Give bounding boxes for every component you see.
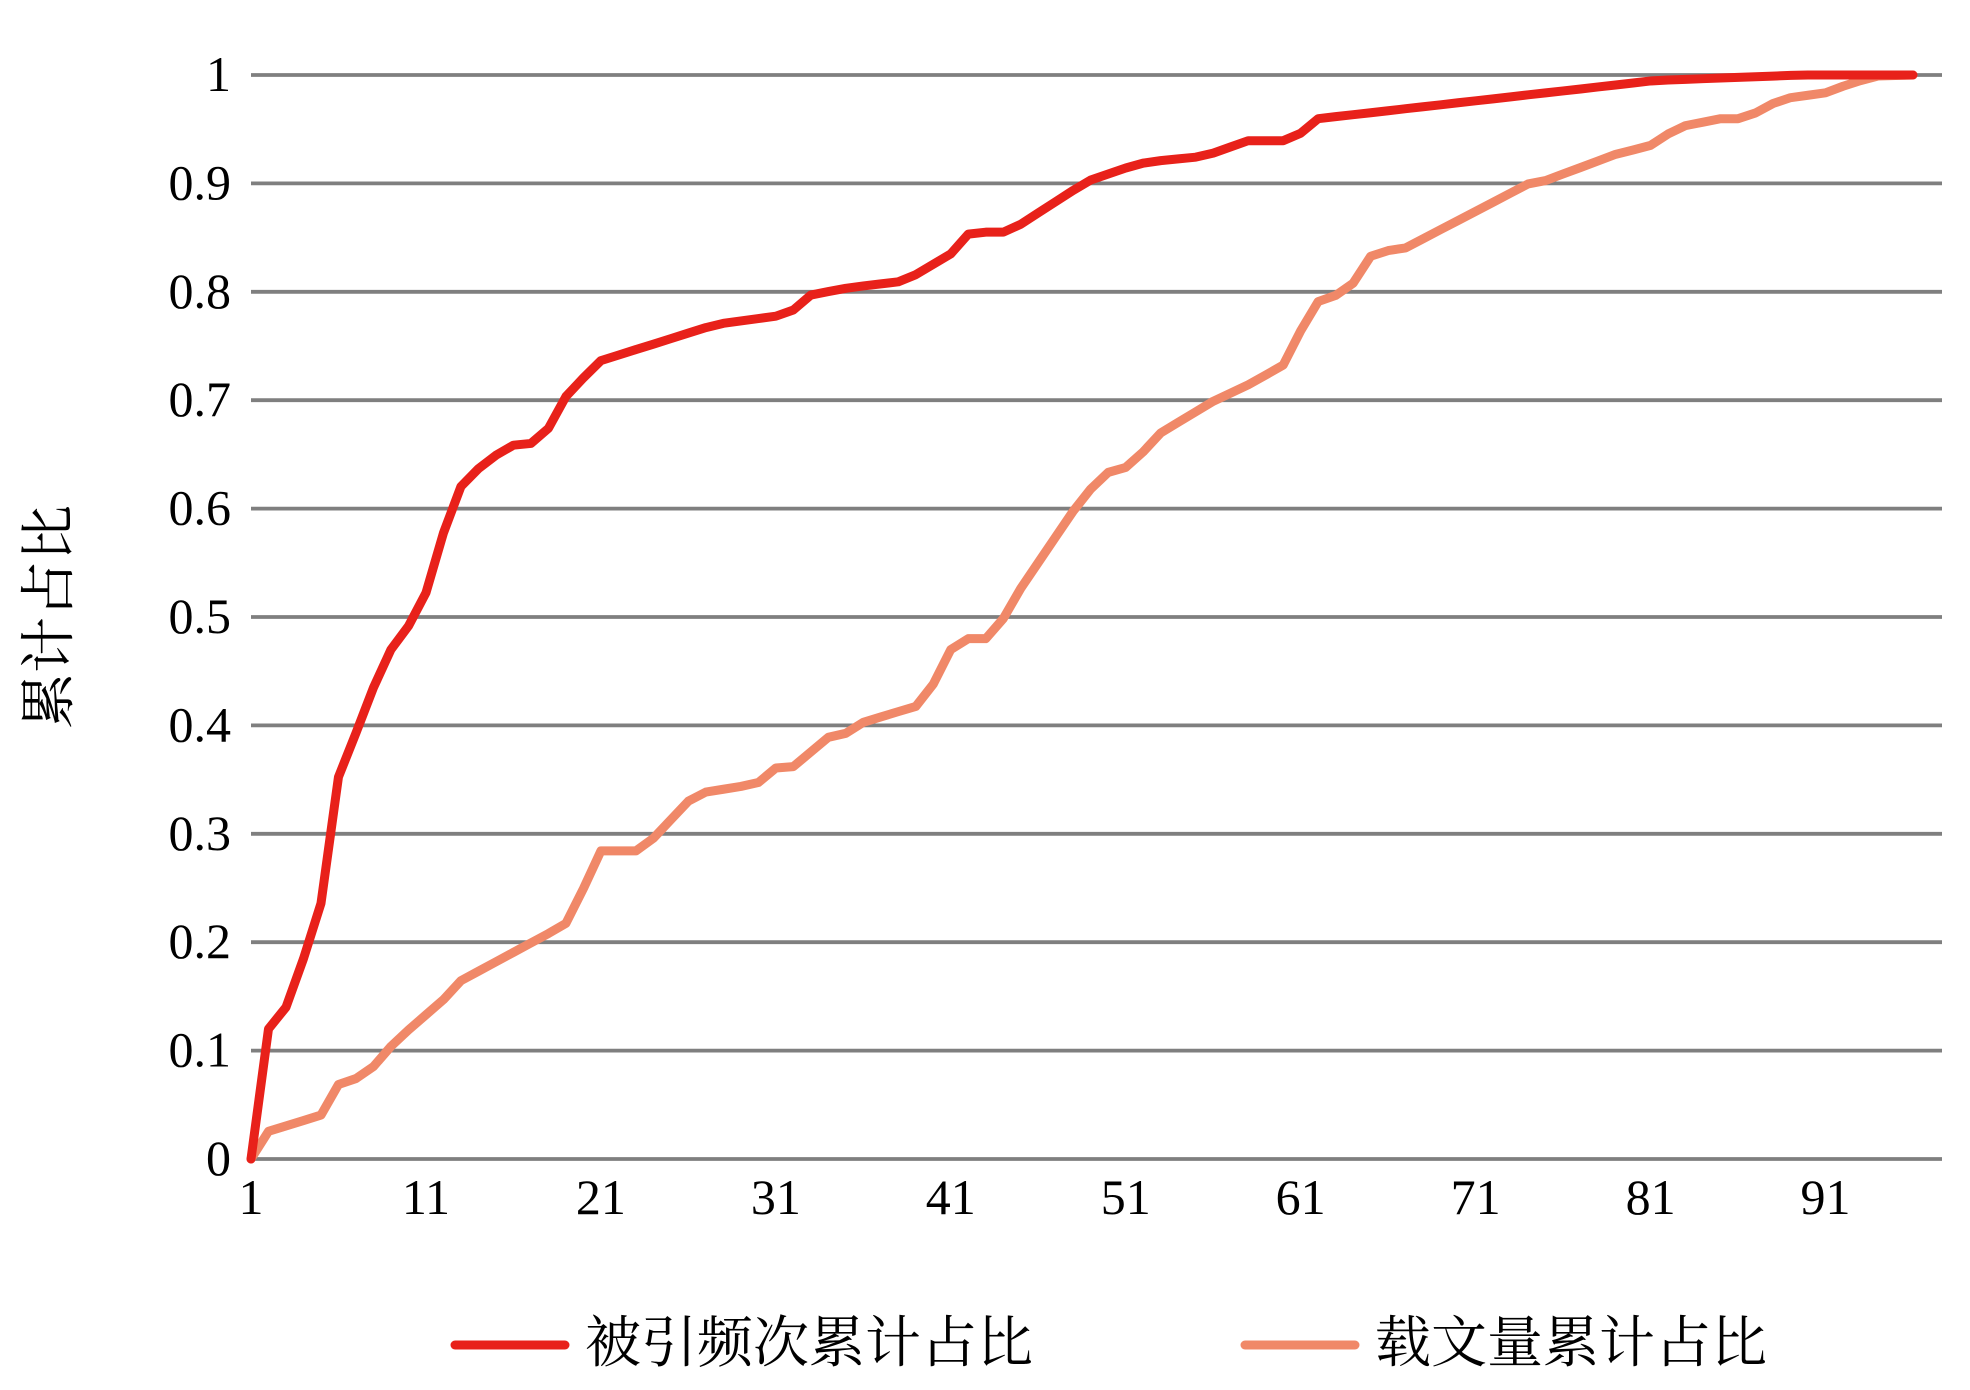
svg-text:载文量累计占比: 载文量累计占比 xyxy=(1375,1313,1767,1375)
svg-text:11: 11 xyxy=(402,1169,450,1225)
svg-text:81: 81 xyxy=(1626,1169,1676,1225)
svg-text:0: 0 xyxy=(206,1130,231,1186)
svg-text:0.4: 0.4 xyxy=(169,696,232,752)
svg-text:21: 21 xyxy=(576,1169,626,1225)
svg-text:0.2: 0.2 xyxy=(169,913,232,969)
svg-text:0.8: 0.8 xyxy=(169,263,232,319)
svg-text:0.1: 0.1 xyxy=(169,1022,232,1078)
svg-text:0.7: 0.7 xyxy=(169,371,232,427)
svg-text:51: 51 xyxy=(1101,1169,1151,1225)
svg-text:0.3: 0.3 xyxy=(169,805,232,861)
svg-text:41: 41 xyxy=(926,1169,976,1225)
svg-text:91: 91 xyxy=(1801,1169,1851,1225)
svg-text:71: 71 xyxy=(1451,1169,1501,1225)
svg-text:被引频次累计占比: 被引频次累计占比 xyxy=(585,1313,1033,1375)
svg-text:0.5: 0.5 xyxy=(169,588,232,644)
svg-text:累计占比: 累计占比 xyxy=(19,505,81,729)
svg-text:0.6: 0.6 xyxy=(169,480,232,536)
svg-text:1: 1 xyxy=(239,1169,264,1225)
svg-text:0.9: 0.9 xyxy=(169,154,232,210)
svg-text:31: 31 xyxy=(751,1169,801,1225)
svg-text:1: 1 xyxy=(206,46,231,102)
svg-text:61: 61 xyxy=(1276,1169,1326,1225)
